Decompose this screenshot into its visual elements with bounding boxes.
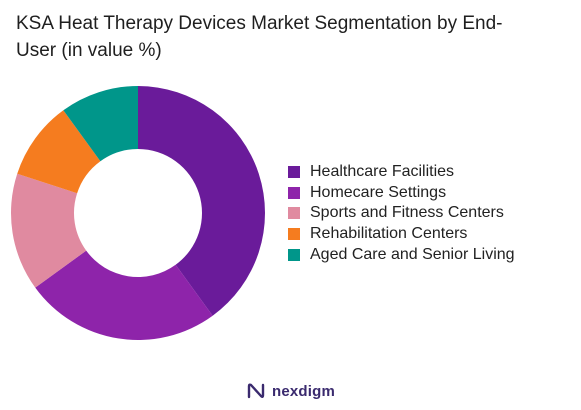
chart-legend: Healthcare Facilities Homecare Settings Sp…	[288, 162, 515, 265]
legend-swatch	[288, 228, 300, 241]
donut-slice-aged-care-and-senior-living	[63, 86, 138, 162]
legend-item-sports-and-fitness-centers: Sports and Fitness Centers	[288, 203, 515, 224]
legend-label: Rehabilitation Centers	[310, 225, 468, 243]
legend-swatch	[288, 186, 300, 199]
legend-item-rehabilitation-centers: Rehabilitation Centers	[288, 224, 515, 245]
legend-swatch	[288, 166, 300, 179]
chart-title: KSA Heat Therapy Devices Market Segmenta…	[16, 13, 503, 61]
footer-brand: nexdigm	[0, 382, 581, 400]
legend-label: Sports and Fitness Centers	[310, 204, 504, 222]
legend-label: Aged Care and Senior Living	[310, 245, 515, 263]
legend-swatch	[288, 248, 300, 261]
legend-item-aged-care-and-senior-living: Aged Care and Senior Living	[288, 244, 515, 265]
legend-item-healthcare-facilities: Healthcare Facilities	[288, 162, 515, 183]
donut-slice-homecare-settings	[35, 250, 213, 340]
brand-name: nexdigm	[271, 382, 336, 400]
legend-item-homecare-settings: Homecare Settings	[288, 183, 515, 204]
donut-slice-healthcare-facilities	[138, 86, 265, 316]
donut-slice-rehabilitation-centers	[17, 110, 101, 194]
legend-label: Homecare Settings	[310, 183, 447, 201]
legend-label: Healthcare Facilities	[310, 163, 455, 181]
donut-slice-sports-and-fitness-centers	[10, 173, 87, 288]
legend-swatch	[288, 207, 300, 220]
nexdigm-logo-icon	[247, 383, 265, 399]
